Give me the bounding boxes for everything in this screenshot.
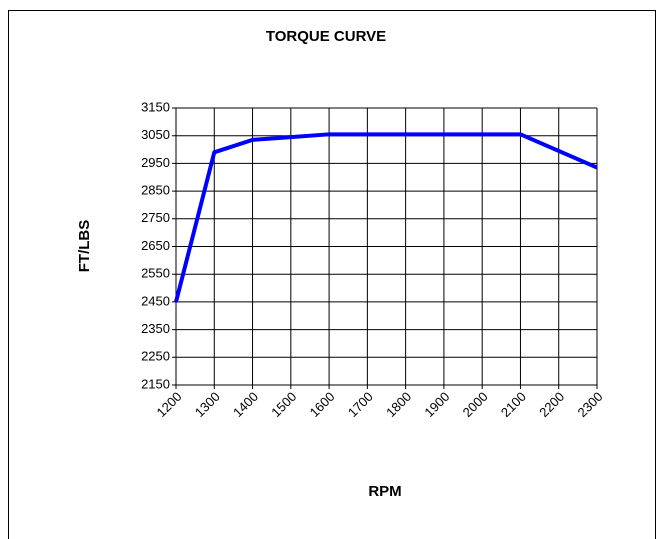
y-tick-label: 2550 [141,266,170,281]
x-tick-label: 2000 [460,389,491,420]
chart-border [8,10,656,539]
y-axis-label: FT/LBS [76,220,93,273]
x-tick-label: 2200 [536,389,567,420]
x-tick-label: 1600 [307,389,338,420]
y-tick-label: 2450 [141,293,170,308]
y-tick-label: 2350 [141,321,170,336]
chart-title: TORQUE CURVE [266,28,386,45]
x-tick-label: 1500 [268,389,299,420]
y-tick-label: 2150 [141,376,170,391]
x-tick-label: 2100 [498,389,529,420]
y-tick-label: 2950 [141,155,170,170]
x-tick-label: 2300 [574,389,605,420]
x-tick-label: 1400 [230,389,261,420]
x-tick-label: 1700 [345,389,376,420]
y-tick-label: 3050 [141,127,170,142]
y-tick-label: 3150 [141,99,170,114]
x-axis-label: RPM [368,483,401,500]
x-tick-label: 1200 [153,389,184,420]
line-series [174,132,598,303]
x-tick-label: 1900 [421,389,452,420]
y-tick-label: 2650 [141,238,170,253]
x-tick-label: 1800 [383,389,414,420]
y-tick-label: 2250 [141,349,170,364]
x-tick-label: 1300 [192,389,223,420]
y-tick-label: 2850 [141,183,170,198]
y-tick-label: 2750 [141,210,170,225]
